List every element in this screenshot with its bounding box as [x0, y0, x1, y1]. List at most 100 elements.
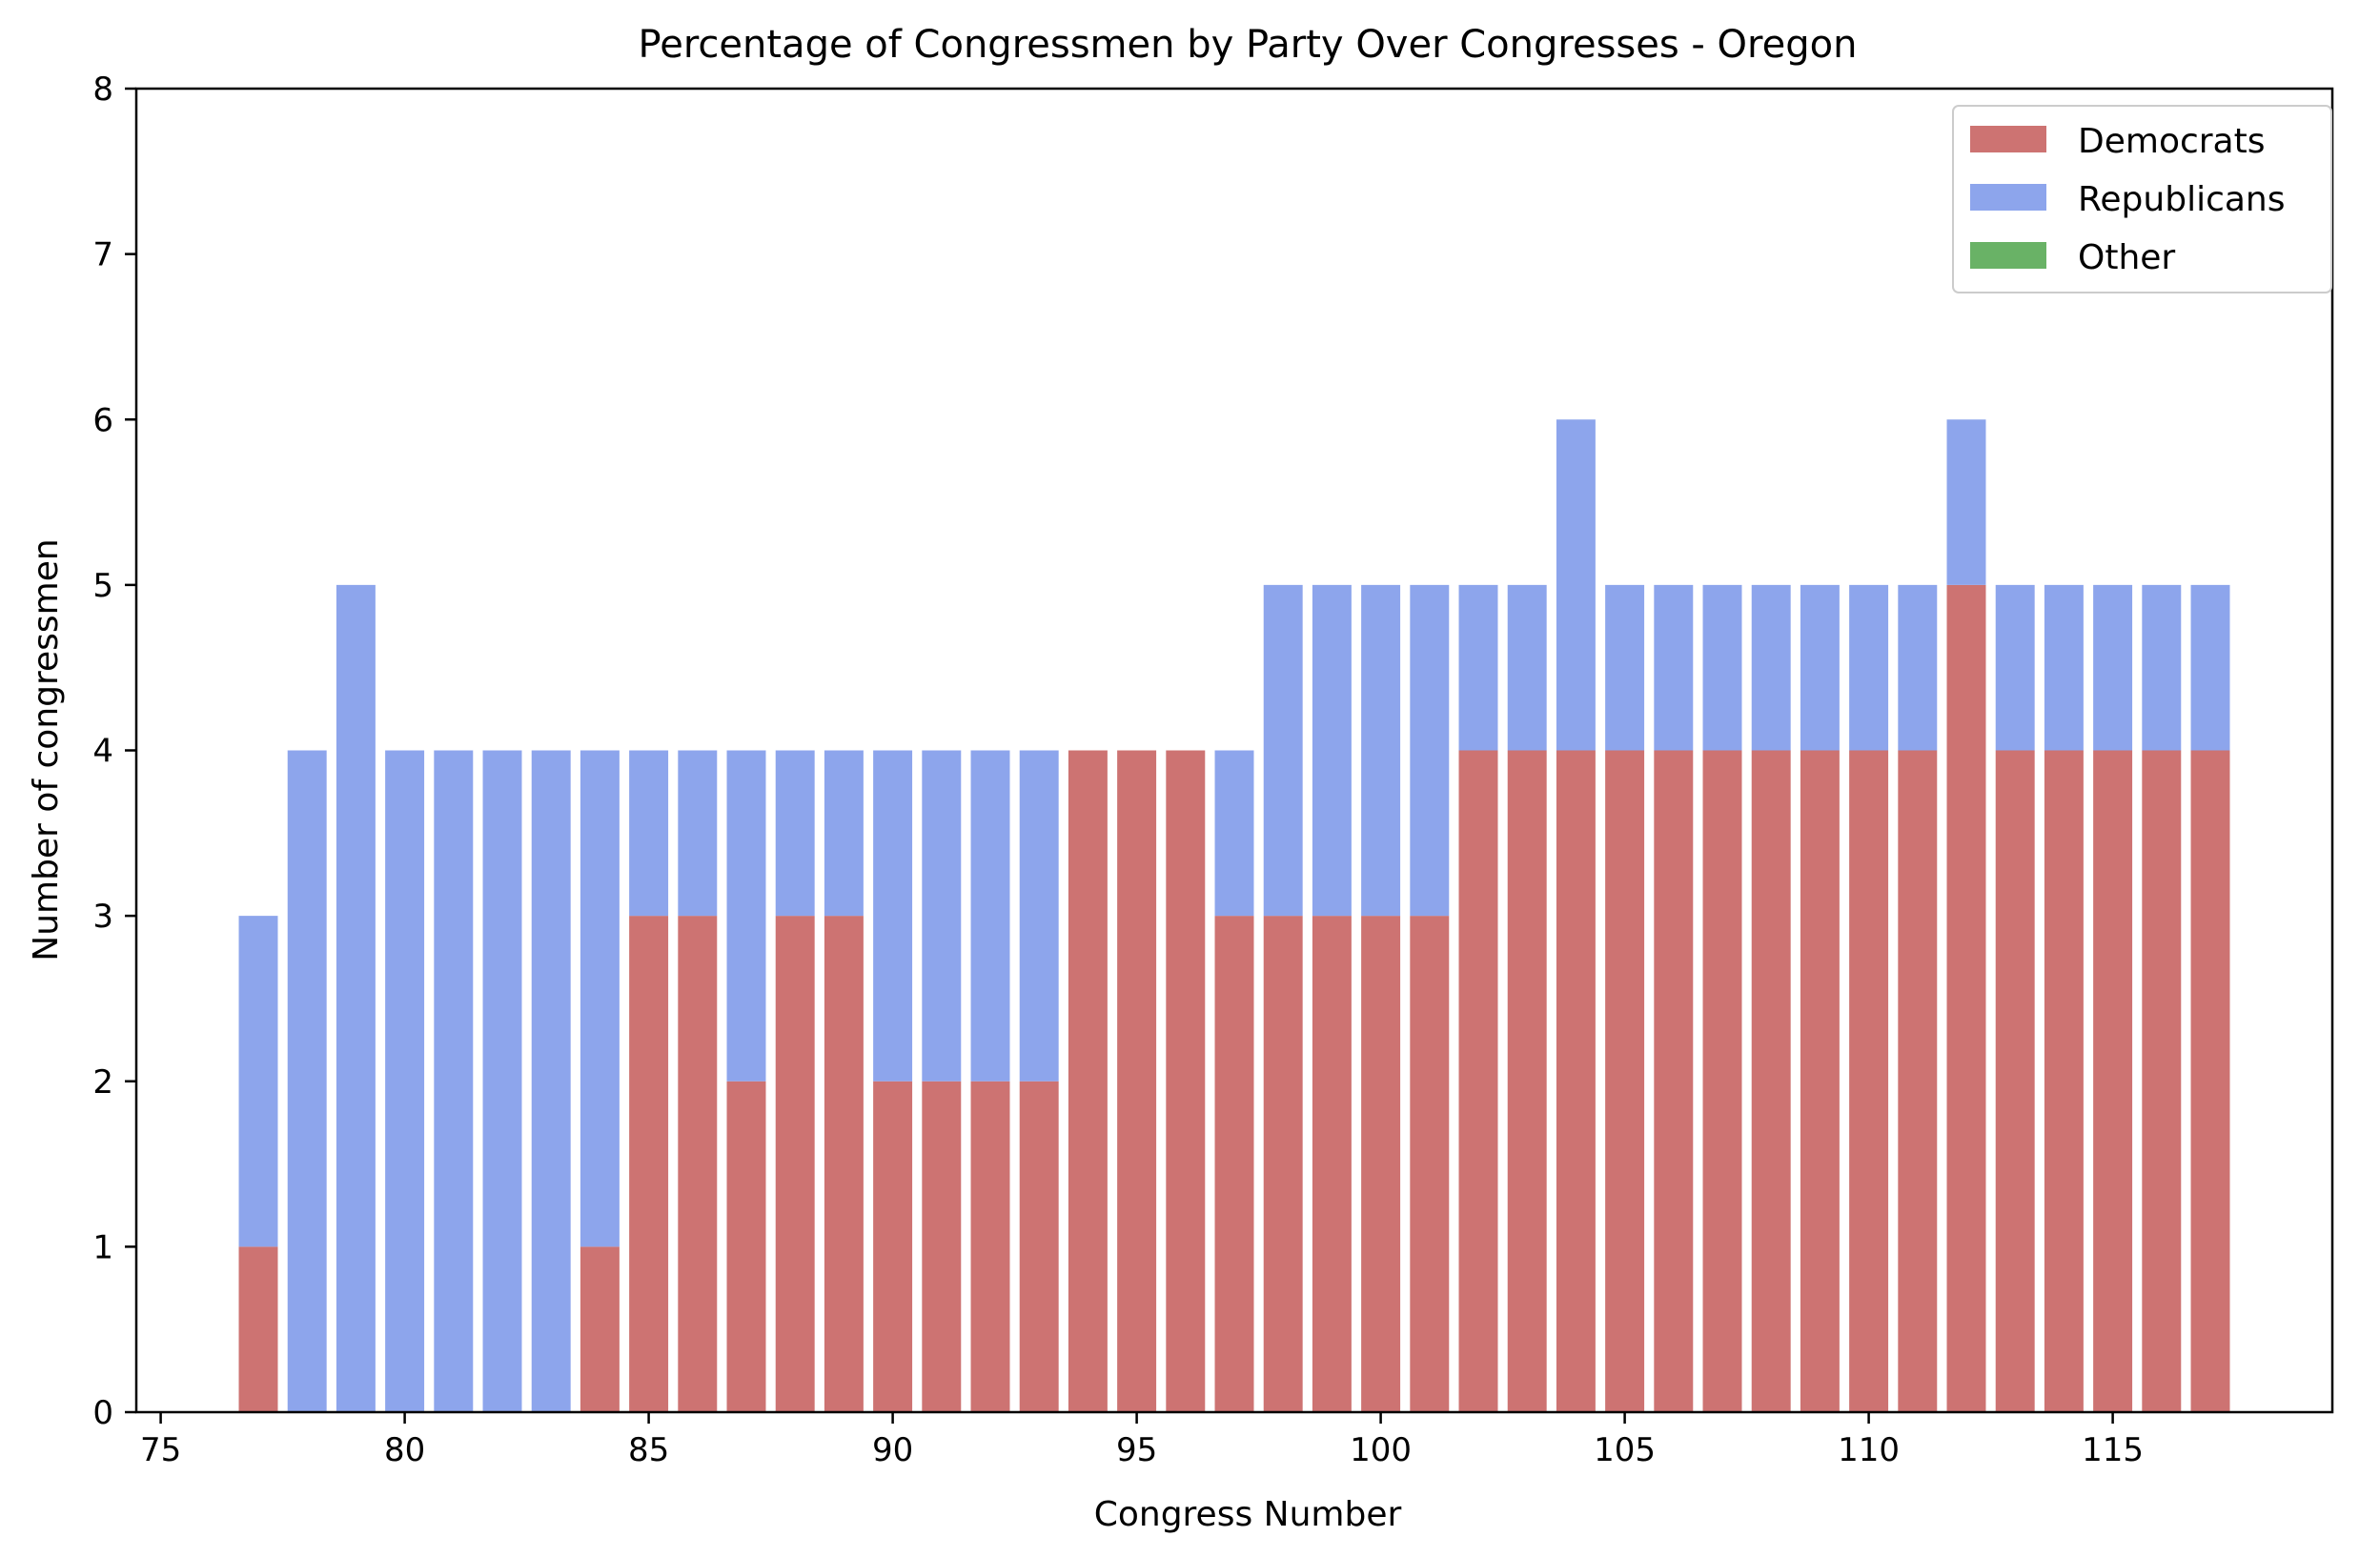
bar-republicans-89 — [824, 750, 864, 917]
bar-republicans-85 — [629, 750, 669, 917]
bar-democrats-95 — [1117, 750, 1157, 1412]
bar-republicans-91 — [922, 750, 962, 1082]
bar-democrats-92 — [970, 1081, 1010, 1412]
bar-republicans-107 — [1702, 584, 1742, 751]
y-tick-label-4: 4 — [92, 733, 113, 771]
y-tick-label-0: 0 — [92, 1394, 113, 1432]
bar-republicans-79 — [336, 584, 376, 1412]
bar-democrats-105 — [1605, 750, 1645, 1412]
bar-democrats-113 — [1995, 750, 2035, 1412]
bar-republicans-82 — [482, 750, 522, 1412]
bar-republicans-97 — [1214, 750, 1254, 917]
bar-republicans-112 — [1946, 419, 1986, 585]
bar-republicans-81 — [434, 750, 474, 1412]
bar-democrats-101 — [1410, 916, 1450, 1412]
y-tick-label-7: 7 — [92, 236, 113, 274]
x-tick-label-100: 100 — [1350, 1431, 1412, 1469]
y-axis: 0 1 2 3 4 5 6 7 8 — [92, 71, 136, 1432]
bar-republicans-106 — [1654, 584, 1694, 751]
x-axis-label: Congress Number — [1094, 1495, 1402, 1534]
bar-republicans-92 — [970, 750, 1010, 1082]
bar-republicans-114 — [2044, 584, 2084, 751]
bar-democrats-87 — [726, 1081, 766, 1412]
x-tick-label-80: 80 — [384, 1431, 425, 1469]
bar-democrats-88 — [775, 916, 815, 1412]
bar-republicans-88 — [775, 750, 815, 917]
bar-democrats-112 — [1946, 584, 1986, 1412]
chart-title: Percentage of Congressmen by Party Over … — [639, 23, 1858, 67]
bar-democrats-114 — [2044, 750, 2084, 1412]
bar-republicans-111 — [1898, 584, 1938, 751]
bar-republicans-77 — [238, 916, 278, 1247]
bar-republicans-109 — [1800, 584, 1840, 751]
bar-republicans-78 — [287, 750, 327, 1412]
legend-label-other: Other — [2078, 238, 2175, 277]
y-tick-label-6: 6 — [92, 401, 113, 439]
bar-democrats-110 — [1849, 750, 1889, 1412]
bar-republicans-99 — [1312, 584, 1352, 917]
bar-democrats-106 — [1654, 750, 1694, 1412]
bar-republicans-83 — [531, 750, 571, 1412]
bar-republicans-102 — [1458, 584, 1498, 751]
bar-democrats-107 — [1702, 750, 1742, 1412]
legend-label-democrats: Democrats — [2078, 122, 2266, 161]
bar-democrats-90 — [873, 1081, 913, 1412]
bar-democrats-108 — [1751, 750, 1791, 1412]
legend-swatch-other — [1970, 242, 2046, 269]
bar-democrats-99 — [1312, 916, 1352, 1412]
y-axis-label: Number of congressmen — [27, 538, 66, 960]
bar-democrats-96 — [1166, 750, 1206, 1412]
x-axis: 75 80 85 90 95 100 105 110 115 — [140, 1412, 2144, 1469]
y-tick-label-3: 3 — [92, 898, 113, 936]
y-tick-label-1: 1 — [92, 1228, 113, 1266]
bar-democrats-104 — [1556, 750, 1596, 1412]
legend-swatch-democrats — [1970, 126, 2046, 152]
y-tick-label-8: 8 — [92, 71, 113, 109]
bar-republicans-110 — [1849, 584, 1889, 751]
legend-label-republicans: Republicans — [2078, 180, 2286, 219]
legend-frame — [1952, 105, 2332, 293]
x-tick-label-115: 115 — [2082, 1431, 2144, 1469]
bar-democrats-85 — [629, 916, 669, 1412]
bar-republicans-103 — [1507, 584, 1547, 751]
bar-democrats-98 — [1263, 916, 1303, 1412]
bar-republicans-90 — [873, 750, 913, 1082]
bar-democrats-109 — [1800, 750, 1840, 1412]
bar-republicans-80 — [385, 750, 425, 1412]
bar-republicans-93 — [1019, 750, 1059, 1082]
bar-democrats-115 — [2093, 750, 2133, 1412]
bar-republicans-101 — [1410, 584, 1450, 917]
bar-democrats-93 — [1019, 1081, 1059, 1412]
bar-democrats-102 — [1458, 750, 1498, 1412]
bar-democrats-117 — [2190, 750, 2230, 1412]
bar-republicans-108 — [1751, 584, 1791, 751]
bar-democrats-97 — [1214, 916, 1254, 1412]
y-tick-label-5: 5 — [92, 567, 113, 605]
bar-republicans-105 — [1605, 584, 1645, 751]
bar-democrats-94 — [1068, 750, 1108, 1412]
bar-republicans-100 — [1361, 584, 1401, 917]
legend: Democrats Republicans Other — [1952, 105, 2332, 293]
bar-republicans-98 — [1263, 584, 1303, 917]
bar-republicans-86 — [678, 750, 718, 917]
bar-republicans-87 — [726, 750, 766, 1082]
bar-republicans-104 — [1556, 419, 1596, 751]
bar-democrats-103 — [1507, 750, 1547, 1412]
bar-democrats-89 — [824, 916, 864, 1412]
bar-republicans-116 — [2142, 584, 2182, 751]
legend-swatch-republicans — [1970, 184, 2046, 211]
bar-republicans-113 — [1995, 584, 2035, 751]
bar-democrats-116 — [2142, 750, 2182, 1412]
bar-republicans-84 — [580, 750, 620, 1247]
bar-democrats-84 — [580, 1246, 620, 1412]
bars-group — [238, 419, 2230, 1412]
bar-democrats-91 — [922, 1081, 962, 1412]
bar-democrats-100 — [1361, 916, 1401, 1412]
bar-democrats-77 — [238, 1246, 278, 1412]
x-tick-label-95: 95 — [1116, 1431, 1157, 1469]
bar-republicans-117 — [2190, 584, 2230, 751]
bar-democrats-86 — [678, 916, 718, 1412]
bar-republicans-115 — [2093, 584, 2133, 751]
x-tick-label-105: 105 — [1594, 1431, 1656, 1469]
